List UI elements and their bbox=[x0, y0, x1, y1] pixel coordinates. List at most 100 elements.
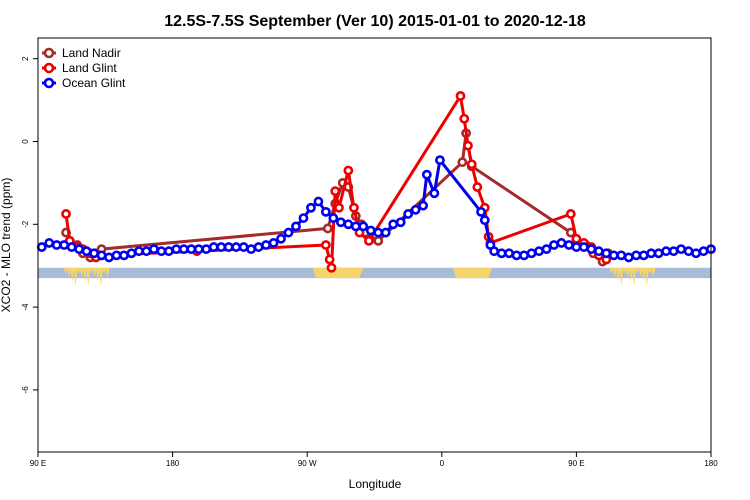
point-ocean-glint bbox=[601, 248, 612, 259]
point-ocean-glint bbox=[571, 242, 582, 252]
land-ocean-band bbox=[38, 267, 711, 286]
point-ocean-glint bbox=[291, 221, 301, 232]
coast-fringe bbox=[625, 267, 630, 278]
point-ocean-glint bbox=[246, 244, 257, 255]
chart-title: 12.5S-7.5S September (Ver 10) 2015-01-01… bbox=[164, 13, 586, 30]
coast-fringe bbox=[70, 267, 75, 282]
point-ocean-glint bbox=[283, 227, 294, 238]
point-ocean-glint bbox=[638, 250, 649, 261]
point-land-glint bbox=[324, 254, 335, 265]
point-land-glint bbox=[363, 235, 374, 246]
coast-fringe bbox=[644, 267, 649, 286]
point-ocean-glint bbox=[578, 242, 589, 252]
point-land-glint bbox=[459, 113, 470, 124]
point-ocean-glint bbox=[380, 227, 391, 238]
point-ocean-glint bbox=[178, 244, 189, 255]
point-ocean-glint bbox=[66, 242, 77, 252]
point-ocean-glint bbox=[593, 246, 604, 257]
legend-label: Ocean Glint bbox=[62, 76, 126, 90]
point-land-glint bbox=[61, 209, 71, 219]
point-ocean-glint bbox=[631, 250, 642, 261]
point-ocean-glint bbox=[231, 242, 242, 252]
point-ocean-glint bbox=[81, 246, 92, 257]
coast-fringe bbox=[632, 267, 637, 286]
point-ocean-glint bbox=[698, 246, 709, 257]
coast-fringe bbox=[612, 267, 617, 278]
coast-fringe bbox=[641, 267, 646, 282]
point-ocean-glint bbox=[44, 238, 55, 248]
coast-fringe bbox=[86, 267, 91, 286]
point-ocean-glint bbox=[429, 188, 440, 199]
point-ocean-glint bbox=[328, 213, 339, 223]
point-ocean-glint bbox=[350, 221, 361, 232]
point-ocean-glint bbox=[163, 246, 174, 257]
y-axis-label: XCO2 - MLO trend (ppm) bbox=[0, 178, 13, 313]
ocean-band bbox=[38, 267, 711, 279]
point-ocean-glint bbox=[89, 248, 99, 259]
coast-fringe bbox=[83, 267, 88, 282]
point-ocean-glint bbox=[616, 250, 627, 261]
point-ocean-glint bbox=[134, 246, 144, 257]
legend-item-ocean-glint: Ocean Glint bbox=[42, 76, 126, 90]
legend-item-land-glint: Land Glint bbox=[42, 61, 117, 75]
point-ocean-glint bbox=[365, 225, 376, 236]
coast-fringe bbox=[609, 267, 614, 274]
point-ocean-glint bbox=[51, 240, 62, 250]
point-ocean-glint bbox=[653, 248, 664, 259]
series-line-land-glint bbox=[64, 94, 608, 270]
coast-fringe bbox=[619, 267, 624, 286]
point-ocean-glint bbox=[156, 246, 167, 257]
coast-fringe bbox=[651, 267, 656, 278]
point-land-glint bbox=[565, 209, 576, 219]
x-axis-label: Longitude bbox=[349, 477, 402, 491]
coast-fringe bbox=[616, 267, 621, 282]
y-tick-label: -2 bbox=[21, 220, 30, 228]
point-land-glint bbox=[571, 233, 582, 244]
point-ocean-glint bbox=[511, 250, 522, 261]
point-ocean-glint bbox=[104, 252, 114, 263]
coast-fringe bbox=[628, 267, 633, 282]
legend-label: Land Glint bbox=[62, 61, 117, 75]
point-land-nadir bbox=[457, 157, 468, 168]
point-ocean-glint bbox=[111, 250, 122, 261]
point-ocean-glint bbox=[556, 238, 567, 248]
point-ocean-glint bbox=[476, 206, 486, 217]
series-layer bbox=[36, 91, 716, 273]
point-ocean-glint bbox=[410, 204, 421, 215]
coast-fringe bbox=[66, 267, 71, 278]
point-ocean-glint bbox=[320, 206, 331, 217]
axes: 90 E 180 90 W 0 90 E 180 2 0 -2 -4 -6 bbox=[21, 56, 718, 468]
y-tick-label: 0 bbox=[21, 139, 30, 144]
point-ocean-glint bbox=[96, 250, 107, 261]
point-ocean-glint bbox=[418, 200, 429, 211]
point-ocean-glint bbox=[343, 219, 354, 230]
y-tick-label: -6 bbox=[21, 386, 30, 394]
point-land-glint bbox=[334, 202, 344, 213]
point-ocean-glint bbox=[489, 246, 500, 257]
coast-fringe bbox=[622, 267, 627, 274]
point-ocean-glint bbox=[59, 240, 70, 250]
point-ocean-glint bbox=[541, 244, 552, 255]
point-ocean-glint bbox=[435, 155, 445, 166]
point-ocean-glint bbox=[276, 233, 286, 244]
point-land-glint bbox=[320, 240, 331, 250]
x-tick-label: 90 E bbox=[568, 459, 584, 468]
coast-fringe bbox=[92, 267, 97, 278]
coast-fringe bbox=[79, 267, 84, 278]
coast-fringe bbox=[89, 267, 94, 274]
x-tick-label: 180 bbox=[166, 459, 180, 468]
y-tick-label: 2 bbox=[21, 56, 30, 61]
point-ocean-glint bbox=[253, 242, 264, 252]
point-ocean-glint bbox=[661, 246, 672, 257]
legend-marker bbox=[43, 47, 55, 59]
coast-fringe bbox=[105, 267, 110, 278]
point-ocean-glint bbox=[676, 244, 686, 255]
point-ocean-glint bbox=[388, 219, 399, 230]
point-ocean-glint bbox=[646, 248, 657, 259]
coast-fringe bbox=[102, 267, 107, 274]
point-ocean-glint bbox=[421, 169, 432, 180]
point-land-glint bbox=[326, 262, 337, 273]
point-ocean-glint bbox=[403, 209, 414, 219]
